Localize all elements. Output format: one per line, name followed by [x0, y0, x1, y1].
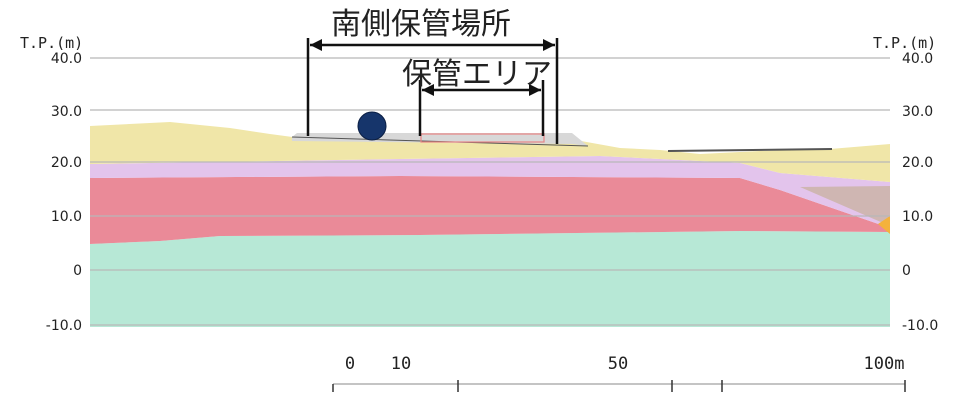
- site-arrow-left: [310, 39, 322, 51]
- right-tick-10: 10.0: [902, 209, 933, 225]
- dimension-lines: [306, 38, 559, 144]
- left-axis-label: T.P.(m): [20, 34, 83, 52]
- area-arrow-right: [529, 84, 541, 96]
- left-tick-30: 30.0: [51, 104, 82, 120]
- storage-site-label: 南側保管場所: [331, 7, 511, 42]
- right-ground-strip: [667, 148, 833, 152]
- layer-red: [90, 176, 890, 244]
- right-axis-label: T.P.(m): [873, 34, 936, 52]
- right-tick-minus10: -10.0: [902, 318, 938, 334]
- storage-area-outline: [420, 133, 545, 143]
- dimension-arrowheads: [310, 39, 555, 96]
- gridlines: [90, 57, 890, 326]
- scale-label-0: 0: [345, 354, 355, 374]
- layer-orange-wedge: [878, 216, 890, 234]
- right-tick-30: 30.0: [902, 104, 933, 120]
- right-tick-0: 0: [902, 263, 911, 279]
- storage-area-label: 保管エリア: [402, 57, 552, 92]
- right-tick-40: 40.0: [902, 51, 933, 67]
- left-tick-20: 20.0: [51, 155, 82, 171]
- scale-label-50: 50: [608, 354, 628, 374]
- left-tick-40: 40.0: [51, 51, 82, 67]
- scale-label-10: 10: [391, 354, 411, 374]
- layer-lavender: [90, 156, 890, 228]
- left-tick-minus10: -10.0: [46, 318, 82, 334]
- left-tick-0: 0: [73, 263, 82, 279]
- scale-bar: 0 10 50 100m: [332, 354, 906, 392]
- layer-topsoil: [90, 122, 890, 182]
- site-arrow-right: [543, 39, 555, 51]
- area-arrow-left: [422, 84, 434, 96]
- left-tick-10: 10.0: [51, 209, 82, 225]
- right-tick-20: 20.0: [902, 155, 933, 171]
- layer-green-bedrock: [90, 231, 890, 327]
- strata: [90, 122, 890, 327]
- scale-label-100m: 100m: [864, 354, 905, 374]
- location-marker: [357, 111, 387, 141]
